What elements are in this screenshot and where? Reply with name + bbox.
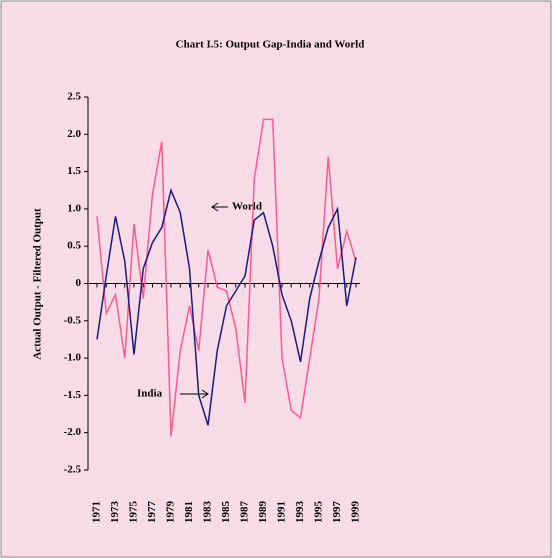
- series-line: [96, 187, 357, 426]
- x-tick-label: 1971: [91, 501, 103, 523]
- x-tick-label: 1973: [109, 501, 121, 524]
- y-tick-label: -2.5: [64, 464, 82, 476]
- y-tick-label: 1.0: [67, 202, 81, 214]
- y-tick-label: -2.0: [64, 426, 82, 438]
- y-tick-label: 0.5: [67, 240, 81, 252]
- annotation: World: [232, 201, 262, 213]
- chart-title: Chart I.5: Output Gap-India and World: [176, 39, 365, 51]
- x-tick-label: 1987: [239, 501, 251, 524]
- annotation-arrow: [211, 202, 228, 212]
- x-tick-label: 1997: [331, 501, 343, 524]
- y-axis-label: Actual Output - Filtered Output: [32, 208, 44, 360]
- x-tick-label: 1993: [294, 501, 306, 524]
- x-tick-label: 1985: [220, 501, 232, 524]
- y-tick-label: -0.5: [64, 314, 82, 326]
- y-tick-label: 0: [76, 277, 82, 289]
- x-tick-label: 1975: [128, 501, 140, 524]
- annotation-arrow: [180, 389, 209, 399]
- annotation: India: [137, 388, 163, 400]
- y-tick-label: -1.0: [64, 352, 82, 364]
- x-tick-label: 1995: [313, 501, 325, 524]
- series-line: [96, 118, 357, 437]
- x-tick-label: 1977: [146, 501, 158, 524]
- x-tick-label: 1991: [276, 501, 288, 523]
- x-tick-label: 1979: [165, 501, 177, 524]
- y-tick-label: -1.5: [64, 389, 82, 401]
- y-tick-label: 2.0: [67, 128, 81, 140]
- y-tick-label: 2.5: [67, 91, 81, 103]
- y-tick-label: 1.5: [67, 165, 81, 177]
- x-tick-label: 1999: [350, 501, 362, 524]
- x-tick-label: 1983: [202, 501, 214, 524]
- x-tick-label: 1981: [183, 501, 195, 523]
- x-tick-label: 1989: [257, 501, 269, 524]
